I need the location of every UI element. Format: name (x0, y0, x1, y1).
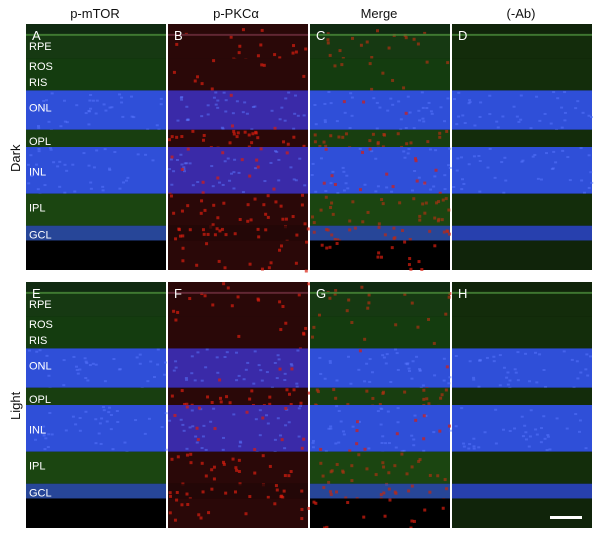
panel-letter: E (32, 286, 41, 301)
panel-letter: A (32, 28, 41, 43)
panel-h: H (452, 282, 593, 528)
layer-label-onl: ONL (29, 361, 52, 373)
layer-label-opl: OPL (29, 394, 51, 406)
panel-letter: C (316, 28, 325, 43)
column-header-p-mtor: p-mTOR (70, 6, 120, 21)
layer-label-rpe: RPE (29, 41, 52, 53)
micrograph-grid: A RPE ROS RIS ONL OPL INL IPL GCL B C D E RPE ROS RIS ON… (26, 24, 596, 530)
layer-label-ipl: IPL (29, 460, 46, 472)
panel-b: B (168, 24, 310, 273)
layer-label-inl: INL (29, 425, 46, 437)
layer-label-inl: INL (29, 167, 46, 179)
panel-letter: D (458, 28, 467, 43)
column-header-p-pkc: p-PKCα (213, 6, 259, 21)
panel-letter: F (174, 286, 182, 301)
panel-letter: B (174, 28, 183, 43)
layer-label-rpe: RPE (29, 299, 52, 311)
panel-g: G (310, 282, 453, 530)
panel-letter: H (458, 286, 467, 301)
panel-f: F (168, 282, 311, 528)
layer-label-ipl: IPL (29, 202, 46, 214)
layer-label-ros: ROS (29, 319, 53, 331)
row-label-dark: Dark (8, 144, 23, 172)
column-header-merge: Merge (360, 6, 398, 21)
column-header-no-antibody: (-Ab) (506, 6, 536, 21)
panel-c: C (310, 24, 452, 271)
layer-label-gcl: GCL (29, 487, 52, 499)
row-label-light: Light (8, 391, 23, 420)
layer-label-ris: RIS (29, 335, 47, 347)
layer-label-ros: ROS (29, 61, 53, 73)
panel-d: D (452, 24, 594, 270)
panel-letter: G (316, 286, 326, 301)
layer-label-ris: RIS (29, 77, 47, 89)
layer-label-onl: ONL (29, 103, 52, 115)
layer-label-gcl: GCL (29, 229, 52, 241)
scale-bar (550, 516, 582, 519)
layer-label-opl: OPL (29, 136, 51, 148)
